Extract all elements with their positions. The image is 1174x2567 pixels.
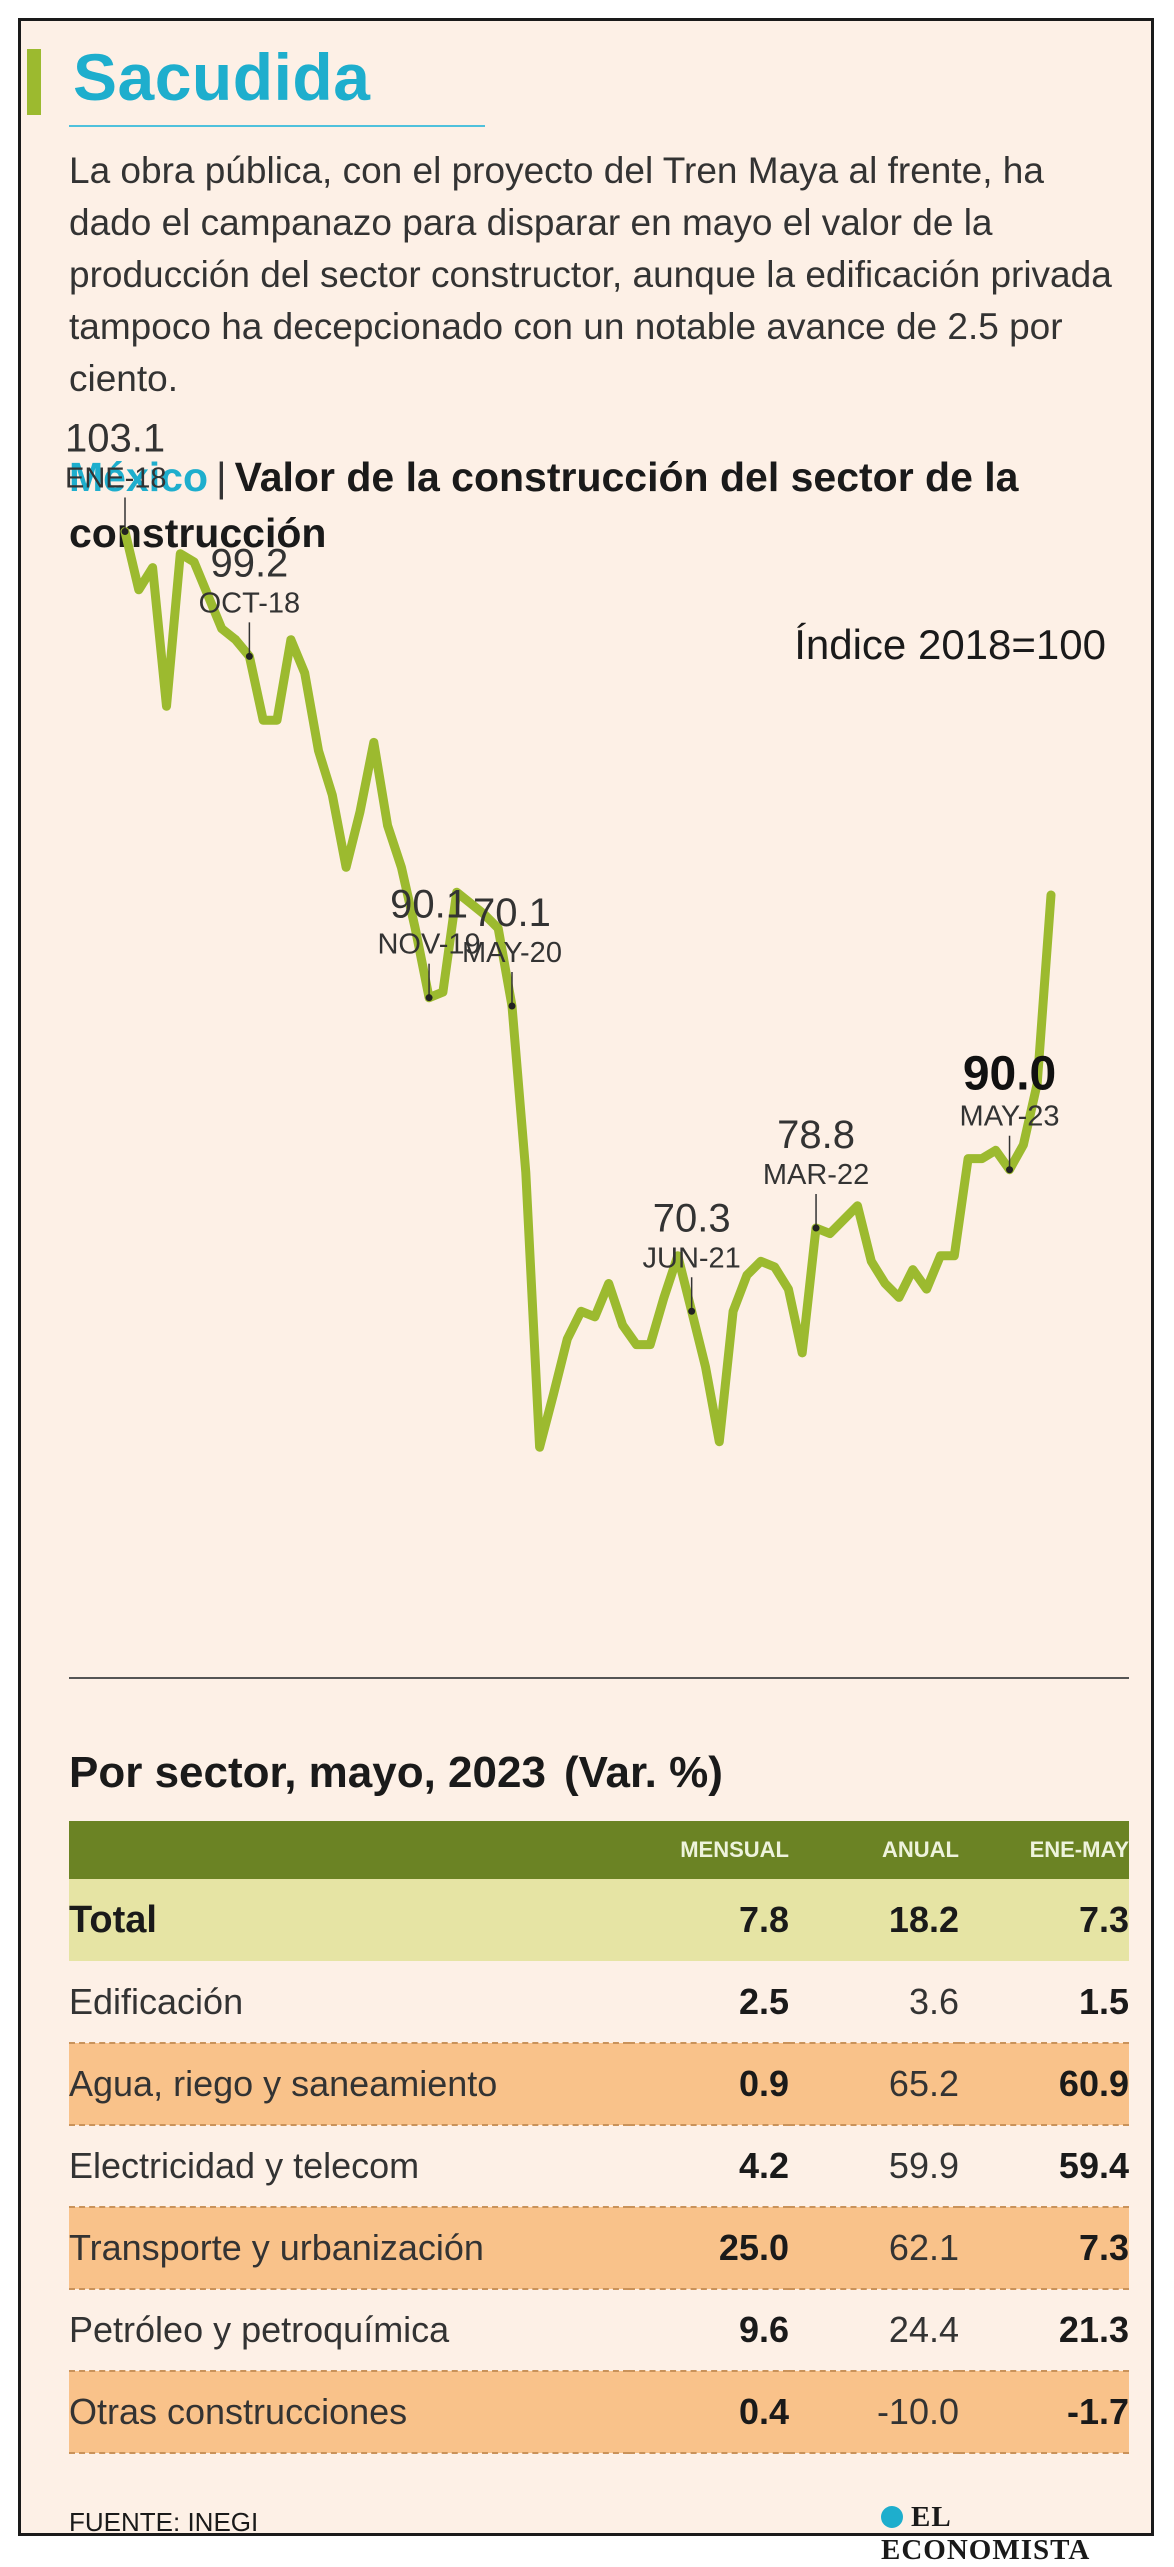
ene-may-value: 7.3 xyxy=(1078,2227,1129,2268)
sector-name: Total xyxy=(69,1898,157,1941)
anual-value: 18.2 xyxy=(888,1899,959,1940)
annotation-dot xyxy=(245,652,253,660)
chart-title: México | Valor de la construcción del sect… xyxy=(69,449,1129,561)
ene-may-value: 1.5 xyxy=(1078,1980,1129,2022)
sector-title: Por sector, mayo, 2023 (Var. %) xyxy=(69,1745,723,1801)
mensual-value: 25.0 xyxy=(718,2227,789,2268)
total-row: Total 7.8 18.2 7.3 xyxy=(69,1879,1129,1961)
sector-name: Otras construcciones xyxy=(69,2391,408,2432)
table-row: Electricidad y telecom 4.2 59.9 59.4 xyxy=(69,2125,1129,2207)
table-header-row: MENSUAL ANUAL ENE-MAY xyxy=(69,1821,1129,1879)
ene-may-value: -1.7 xyxy=(1066,2391,1129,2432)
ene-may-value: 59.4 xyxy=(1058,2145,1129,2186)
sector-name: Petróleo y petroquímica xyxy=(69,2309,450,2350)
annotation-dot xyxy=(121,527,129,535)
annotation-date: ENE-18 xyxy=(65,462,167,494)
table-row: Transporte y urbanización 25.0 62.1 7.3 xyxy=(69,2207,1129,2289)
table-row: Petróleo y petroquímica 9.6 24.4 21.3 xyxy=(69,2289,1129,2371)
sector-name: Agua, riego y saneamiento xyxy=(69,2063,498,2104)
header-ene-may: ENE-MAY xyxy=(1029,1837,1129,1862)
annotation-value: 78.8 xyxy=(777,1113,855,1157)
mensual-value: 2.5 xyxy=(738,1980,789,2022)
headline: Sacudida xyxy=(73,40,371,114)
sector-unit: (Var. %) xyxy=(563,1748,723,1797)
annotation-date: MAY-20 xyxy=(462,937,562,969)
annotation-dot xyxy=(508,1002,516,1010)
ene-may-value: 7.3 xyxy=(1078,1899,1129,1940)
infographic-card: Sacudida La obra pública, con el proyect… xyxy=(18,18,1154,2566)
chart-title-text: Valor de la construcción del sector de l… xyxy=(69,454,1019,556)
annotations: 103.1ENE-1899.2OCT-1890.1NOV-1970.1MAY-2… xyxy=(65,416,1060,1315)
table-body: Total 7.8 18.2 7.3 Edificación 2.5 3.6 1.5 Agua,… xyxy=(69,1879,1129,2453)
anual-value: 65.2 xyxy=(888,2063,959,2104)
source-note: FUENTE: INEGI xyxy=(69,2507,259,2537)
header-blank xyxy=(69,1821,629,1879)
annotation-dot xyxy=(1006,1166,1014,1174)
brand-globe-icon xyxy=(881,2506,903,2528)
table-row: Agua, riego y saneamiento 0.9 65.2 60.9 xyxy=(69,2043,1129,2125)
mensual-value: 9.6 xyxy=(738,2309,789,2350)
annotation-value: 90.1 xyxy=(390,883,468,927)
accent-bar xyxy=(27,49,41,115)
annotation-dot xyxy=(425,994,433,1002)
header-anual: ANUAL xyxy=(882,1837,959,1862)
annotation-date: OCT-18 xyxy=(199,587,301,619)
annotation-date: NOV-19 xyxy=(377,929,480,961)
sector-title-text: Por sector, mayo, 2023 xyxy=(69,1748,546,1797)
title-separator: | xyxy=(216,454,227,500)
annotation-dot xyxy=(812,1224,820,1232)
headline-rule xyxy=(69,125,485,127)
sector-name: Transporte y urbanización xyxy=(69,2227,484,2268)
anual-value: 62.1 xyxy=(888,2227,959,2268)
table-row: Otras construcciones 0.4 -10.0 -1.7 xyxy=(69,2371,1129,2453)
index-unit-label: Índice 2018=100 xyxy=(794,621,1106,668)
series-line xyxy=(120,527,1056,1452)
anual-value: 59.9 xyxy=(888,2145,959,2186)
section-divider xyxy=(69,1677,1129,1679)
sector-name: Edificación xyxy=(69,1980,244,2022)
annotation-value: 99.2 xyxy=(210,541,288,585)
annotation-value: 103.1 xyxy=(65,416,165,460)
mensual-value: 7.8 xyxy=(738,1899,789,1940)
mensual-value: 0.9 xyxy=(738,2063,789,2104)
chart-region: México xyxy=(69,454,208,500)
brand-logo: EL ECONOMISTA xyxy=(881,2501,1151,2567)
intro-paragraph: La obra pública, con el proyecto del Tre… xyxy=(69,150,1112,399)
table-row: Edificación 2.5 3.6 1.5 xyxy=(69,1961,1129,2043)
annotation-value: 70.3 xyxy=(653,1196,731,1240)
header-mensual: MENSUAL xyxy=(680,1837,789,1862)
plot-area xyxy=(120,527,1056,1452)
brand-name: EL ECONOMISTA xyxy=(881,2501,1091,2566)
annotation-value: 70.1 xyxy=(473,891,551,935)
ene-may-value: 60.9 xyxy=(1058,2063,1129,2104)
sector-table: MENSUAL ANUAL ENE-MAY Total 7.8 18.2 7.3 Edi… xyxy=(69,1821,1129,2454)
annotation-date: MAR-22 xyxy=(763,1159,869,1191)
annotation-value: 90.0 xyxy=(963,1048,1056,1101)
anual-value: 3.6 xyxy=(908,1980,959,2022)
annotation-date: MAY-23 xyxy=(960,1101,1060,1133)
mensual-value: 0.4 xyxy=(738,2391,789,2432)
annotation-dot xyxy=(688,1307,696,1315)
sector-name: Electricidad y telecom xyxy=(69,2145,420,2186)
annotation-date: JUN-21 xyxy=(643,1242,741,1274)
anual-value: -10.0 xyxy=(876,2391,959,2432)
anual-value: 24.4 xyxy=(888,2309,959,2350)
mensual-value: 4.2 xyxy=(738,2145,789,2186)
ene-may-value: 21.3 xyxy=(1058,2309,1129,2350)
